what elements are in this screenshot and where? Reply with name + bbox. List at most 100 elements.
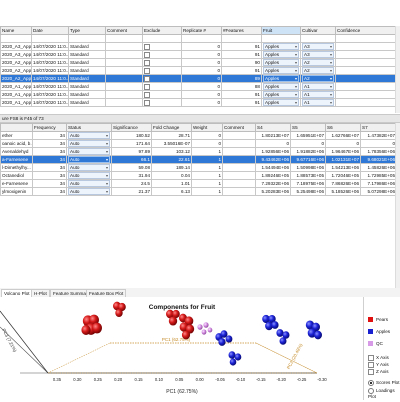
- feature-frequency-cell[interactable]: 34: [32, 155, 67, 164]
- feature-significance-cell[interactable]: 21.37: [111, 187, 152, 196]
- sample-name-cell[interactable]: 2020_A1_Appl...: [0, 98, 32, 107]
- feature-comment-cell[interactable]: [222, 171, 256, 180]
- axis-option-x[interactable]: X Axis: [368, 355, 389, 361]
- sample-fruit-dropdown[interactable]: Apples: [263, 91, 299, 98]
- features-col-s7[interactable]: S7: [360, 123, 397, 132]
- feature-foldchange-cell[interactable]: 22.61: [151, 155, 192, 164]
- feature-status-cell[interactable]: Auto: [66, 187, 112, 196]
- feature-name-cell[interactable]: ylmoxigenin: [0, 187, 33, 196]
- sample-fruit-cell[interactable]: [261, 34, 301, 43]
- feature-weight-cell[interactable]: 0: [191, 131, 223, 140]
- sample-name-cell[interactable]: 2020_A2_Appl...: [0, 66, 32, 75]
- pca-3d-plot[interactable]: Components for Fruit PC1 (62.75%) PC2 (2…: [0, 297, 363, 400]
- sample-confidence-cell[interactable]: [335, 74, 397, 83]
- status-dropdown[interactable]: Auto: [68, 180, 110, 187]
- feature-s7-cell[interactable]: 1.47382E+07: [360, 131, 397, 140]
- feature-frequency-cell[interactable]: 34: [32, 187, 67, 196]
- sample-type-cell[interactable]: Standard: [68, 58, 106, 67]
- table-row[interactable]: 2020_A1_Appl...14/07/2020 11:0...Standar…: [0, 90, 397, 99]
- feature-frequency-cell[interactable]: 34: [32, 171, 67, 180]
- features-col-s4[interactable]: S4: [255, 123, 291, 132]
- table-row[interactable]: 2020_A1_Appl...14/07/2020 11:0...Standar…: [0, 82, 397, 91]
- exclude-cell[interactable]: [142, 58, 182, 67]
- table-row[interactable]: 2020_A1_Appl...14/07/2020 11:0...Standar…: [0, 98, 397, 107]
- status-dropdown[interactable]: Auto: [68, 140, 110, 147]
- sample-comment-cell[interactable]: [105, 74, 143, 83]
- exclude-checkbox[interactable]: [144, 59, 150, 66]
- sample-name-cell[interactable]: 2020_A2_Appl...: [0, 74, 32, 83]
- table-row[interactable]: 2020_A3_Appl...14/07/2020 11:0...Standar…: [0, 42, 397, 51]
- exclude-cell[interactable]: [142, 42, 182, 51]
- legend-item-qc[interactable]: QC: [368, 341, 383, 347]
- table-row[interactable]: 2020_A2_Appl...14/07/2020 11:0...Standar…: [0, 66, 397, 75]
- feature-comment-cell[interactable]: [222, 131, 256, 140]
- exclude-checkbox[interactable]: [144, 43, 150, 50]
- sample-date-cell[interactable]: 14/07/2020 11:0...: [31, 42, 69, 51]
- table-row[interactable]: ylmoxigenin34Auto21.376.1315.20283E+065.…: [0, 187, 397, 196]
- sample-name-cell[interactable]: 2020_A1_Appl...: [0, 82, 32, 91]
- table-row[interactable]: 2020_A2_Appl...14/07/2020 11:0...Standar…: [0, 74, 397, 83]
- feature-s5-cell[interactable]: 1.65951E+07: [290, 131, 326, 140]
- features-col-s6[interactable]: S6: [325, 123, 361, 132]
- sample-date-cell[interactable]: 14/07/2020 11:0...: [31, 98, 69, 107]
- sample-replicate-cell[interactable]: 0: [181, 42, 222, 51]
- exclude-checkbox[interactable]: [144, 83, 150, 90]
- sample-cultivar-dropdown[interactable]: A1: [302, 91, 334, 98]
- exclude-checkbox[interactable]: [144, 91, 150, 98]
- sample-replicate-cell[interactable]: 0: [181, 90, 222, 99]
- table-row[interactable]: e-Farnesene34Auto24.51.0117.29322E+067.1…: [0, 179, 397, 188]
- feature-name-cell[interactable]: ether: [0, 131, 33, 140]
- sample-replicate-cell[interactable]: 0: [181, 74, 222, 83]
- feature-comment-cell[interactable]: [222, 163, 256, 172]
- sample-type-cell[interactable]: Standard: [68, 82, 106, 91]
- feature-s7-cell[interactable]: 0: [360, 139, 397, 148]
- features-col-weight[interactable]: Weight: [191, 123, 223, 132]
- exclude-checkbox[interactable]: [144, 51, 150, 58]
- feature-foldchange-cell[interactable]: 3.55016E-07: [151, 139, 192, 148]
- feature-s6-cell[interactable]: 1.54213E+06: [325, 163, 361, 172]
- exclude-cell[interactable]: [142, 66, 182, 75]
- sample-replicate-cell[interactable]: 0: [181, 82, 222, 91]
- sample-cultivar-cell[interactable]: A2: [300, 74, 336, 83]
- sample-features-cell[interactable]: 89: [221, 74, 262, 83]
- sample-date-cell[interactable]: 14/07/2020 11:0...: [31, 66, 69, 75]
- sample-features-cell[interactable]: 91: [221, 90, 262, 99]
- feature-frequency-cell[interactable]: 34: [32, 139, 67, 148]
- feature-s4-cell[interactable]: 5.20283E+06: [255, 187, 291, 196]
- feature-comment-cell[interactable]: [222, 139, 256, 148]
- sample-comment-cell[interactable]: [105, 50, 143, 59]
- feature-s5-cell[interactable]: 1.91882E+06: [290, 147, 326, 156]
- sample-confidence-cell[interactable]: [335, 34, 397, 43]
- feature-s6-cell[interactable]: 0: [325, 139, 361, 148]
- sample-date-cell[interactable]: 14/07/2020 11:0...: [31, 82, 69, 91]
- feature-frequency-cell[interactable]: 34: [32, 131, 67, 140]
- table-row[interactable]: a-Farnesene34Auto66.122.6119.43462E+069.…: [0, 155, 397, 164]
- sample-type-cell[interactable]: Standard: [68, 66, 106, 75]
- sample-comment-cell[interactable]: [105, 66, 143, 75]
- tab-volcano-plot[interactable]: Volcano Plot: [1, 289, 33, 297]
- feature-frequency-cell[interactable]: 34: [32, 179, 67, 188]
- sample-fruit-dropdown[interactable]: Apples: [263, 99, 299, 106]
- feature-status-cell[interactable]: Auto: [66, 139, 112, 148]
- sample-name-cell[interactable]: 2020_A3_Appl...: [0, 42, 32, 51]
- features-scrollbar[interactable]: [395, 123, 400, 288]
- sample-features-cell[interactable]: 90: [221, 58, 262, 67]
- sample-replicate-cell[interactable]: 0: [181, 98, 222, 107]
- samples-col-confidence[interactable]: Confidence: [335, 26, 397, 35]
- status-dropdown[interactable]: Auto: [68, 156, 110, 163]
- sample-comment-cell[interactable]: [105, 34, 143, 43]
- sample-features-cell[interactable]: 91: [221, 66, 262, 75]
- feature-weight-cell[interactable]: 1: [191, 147, 223, 156]
- feature-foldchange-cell[interactable]: 28.71: [151, 131, 192, 140]
- sample-cultivar-cell[interactable]: [300, 34, 336, 43]
- sample-name-cell[interactable]: [0, 34, 32, 43]
- exclude-checkbox[interactable]: [144, 67, 150, 74]
- sample-fruit-cell[interactable]: Apples: [261, 42, 301, 51]
- option-loadings-plot[interactable]: Loadings Plot: [368, 388, 400, 399]
- sample-cultivar-cell[interactable]: A2: [300, 66, 336, 75]
- exclude-cell[interactable]: [142, 82, 182, 91]
- feature-name-cell[interactable]: l-Dimethylhy...: [0, 163, 33, 172]
- sample-cultivar-dropdown[interactable]: A1: [302, 83, 334, 90]
- feature-name-cell[interactable]: Octanediol: [0, 171, 33, 180]
